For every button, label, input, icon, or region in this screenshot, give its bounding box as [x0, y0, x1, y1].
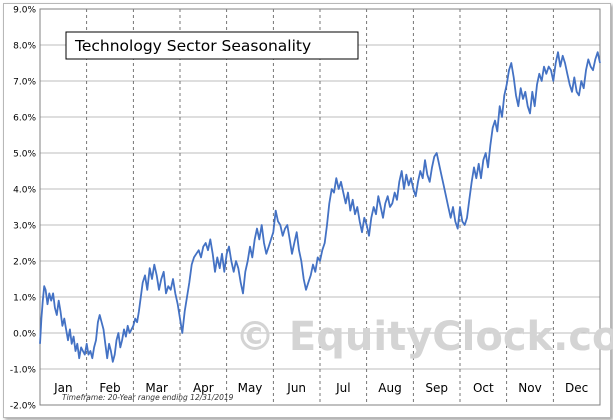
month-label: Aug: [378, 381, 401, 395]
title-box: Technology Sector Seasonality: [65, 31, 359, 60]
y-tick-label: 6.0%: [13, 114, 36, 124]
y-tick-labels: -2.0% -1.0% 0.0% 1.0% 2.0% 3.0% 4.0% 5.0% 6.0% 7.…: [10, 6, 37, 412]
month-label: Jan: [53, 381, 73, 395]
month-label: Mar: [145, 381, 168, 395]
y-tick-label: 3.0%: [13, 222, 36, 232]
y-tick-label: 1.0%: [13, 294, 36, 304]
series-line: [39, 51, 601, 363]
plot-border: [39, 8, 601, 406]
chart-frame: [3, 3, 611, 418]
month-label: Apr: [193, 381, 214, 395]
y-tick-label: 4.0%: [13, 186, 36, 196]
y-tick-label: 8.0%: [13, 42, 36, 52]
timeframe-footnote: Timeframe: 20-Year range ending 12/31/20…: [62, 393, 234, 402]
month-label: Jul: [335, 381, 350, 395]
month-label: Oct: [473, 381, 494, 395]
y-tick-label: -2.0%: [10, 402, 37, 412]
y-tick-label: -1.0%: [10, 366, 37, 376]
y-tick-label: 2.0%: [13, 258, 36, 268]
month-label: May: [238, 381, 263, 395]
grid-layer: [39, 8, 601, 406]
watermark-text: © EquityClock.com: [235, 314, 613, 360]
chart-title: Technology Sector Seasonality: [74, 37, 311, 55]
y-tick-label: 5.0%: [13, 150, 36, 160]
month-label: Jun: [286, 381, 306, 395]
month-label: Nov: [518, 381, 541, 395]
month-labels: Jan Feb Mar Apr May Jun Jul Aug Sep Oct Nov Dec: [53, 381, 588, 395]
y-tick-label: 0.0%: [13, 330, 36, 340]
month-label: Dec: [565, 381, 588, 395]
y-tick-label: 7.0%: [13, 78, 36, 88]
month-label: Feb: [99, 381, 120, 395]
y-tick-label: 9.0%: [13, 6, 36, 16]
month-label: Sep: [425, 381, 448, 395]
